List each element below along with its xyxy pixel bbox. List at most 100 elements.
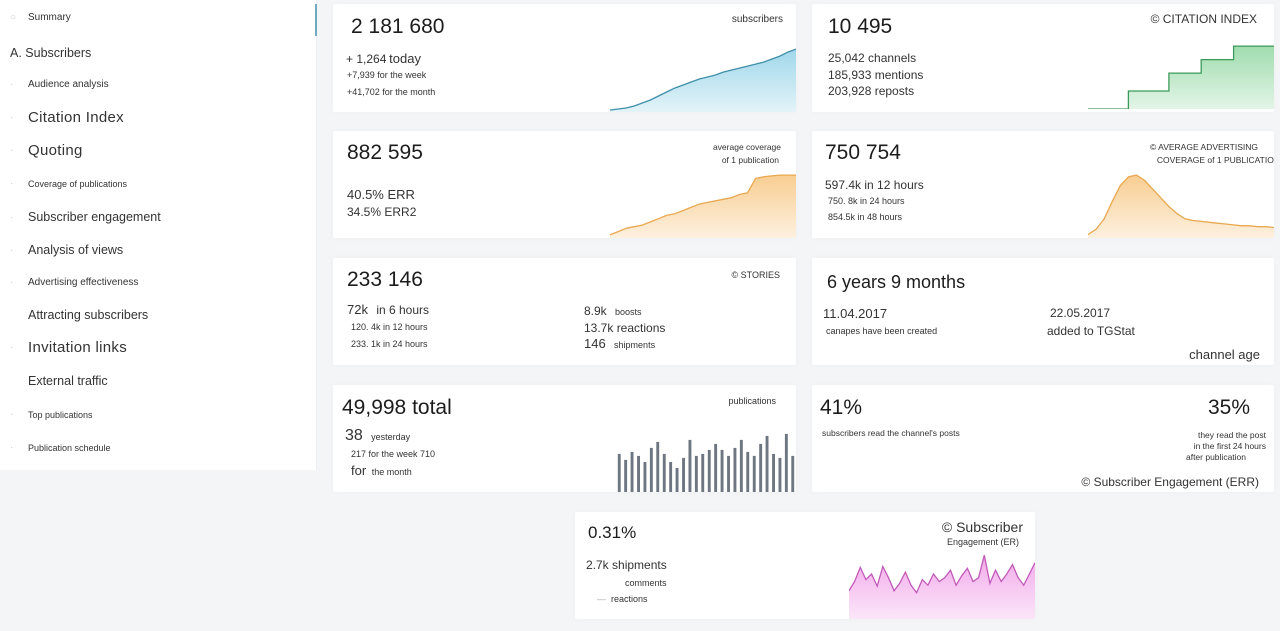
bullet-icon: ·	[10, 211, 14, 223]
err-card[interactable]: 41% subscribers read the channel's posts…	[812, 385, 1274, 492]
err-subtitle: subscribers read the channel's posts	[822, 428, 960, 438]
sidebar-item-top-publications[interactable]: · Top publications	[10, 409, 93, 420]
coverage-err2: 34.5% ERR2	[347, 205, 417, 219]
stories-title: © STORIES	[731, 270, 780, 280]
err-desc-3: after publication	[1185, 452, 1246, 462]
sidebar-item-attracting-subscribers[interactable]: Attracting subscribers	[10, 308, 148, 322]
sidebar-item-label: Coverage of publications	[28, 178, 128, 189]
sidebar-item-label: A. Subscribers	[10, 46, 92, 60]
sidebar: ○ Summary A. Subscribers · Audience analys…	[0, 0, 317, 470]
publications-bar-chart	[617, 433, 795, 492]
citation-card[interactable]: 10 495 © CITATION INDEX 25,042 channels …	[812, 4, 1274, 112]
bar	[694, 455, 698, 492]
publications-month: for	[351, 463, 367, 478]
bar	[617, 453, 621, 492]
channel-age-value: 6 years 9 months	[827, 272, 966, 292]
stories-boosts: 8.9k	[584, 304, 607, 318]
sidebar-item-invitation-links[interactable]: · Invitation links	[10, 339, 127, 356]
ad-coverage-sparkline	[1088, 174, 1274, 238]
publications-month-label: the month	[371, 467, 412, 477]
bullet-icon: ·	[10, 145, 14, 156]
subscribers-today-label: today	[389, 51, 421, 66]
bullet-icon: ·	[10, 244, 14, 256]
bar	[662, 453, 666, 492]
sidebar-item-subscriber-engagement[interactable]: · Subscriber engagement	[10, 210, 161, 224]
sidebar-item-label: External traffic	[28, 374, 108, 388]
series-line	[1088, 174, 1274, 236]
stories-24h: 233. 1k in 24 hours	[351, 339, 428, 349]
stories-6h-label: in 6 hours	[376, 303, 430, 317]
err-value-24h: 35%	[1207, 396, 1250, 419]
coverage-value: 882 595	[347, 141, 423, 164]
bullet-icon: ·	[10, 409, 14, 420]
bar	[682, 457, 685, 492]
sidebar-item-coverage[interactable]: · Coverage of publications	[10, 178, 127, 189]
channel-age-card[interactable]: 6 years 9 months 11.04.2017 canapes have…	[812, 258, 1274, 365]
err-desc-1: they read the post	[1197, 430, 1266, 440]
er-sparkline	[849, 555, 1035, 619]
stories-12h: 120. 4k in 12 hours	[351, 322, 428, 332]
stories-reactions: 13.7k reactions	[584, 321, 666, 335]
er-comments: comments	[625, 578, 667, 588]
sidebar-item-label: Audience analysis	[28, 79, 109, 90]
publications-card[interactable]: 49,998 total publications 38 yesterday 2…	[333, 385, 796, 492]
bullet-icon: ·	[10, 342, 14, 353]
area-fill	[1088, 46, 1274, 109]
bar	[688, 439, 692, 492]
coverage-sparkline	[610, 174, 796, 238]
bar	[752, 455, 756, 492]
channel-age-caption: channel age	[1189, 347, 1260, 362]
er-card[interactable]: 0.31% 2.7k shipments comments — reaction…	[575, 512, 1035, 619]
er-value: 0.31%	[588, 523, 637, 542]
subscribers-sparkline	[610, 48, 796, 112]
sidebar-item-audience-analysis[interactable]: · Audience analysis	[10, 79, 109, 90]
subscribers-card[interactable]: 2 181 680 subscribers + 1,264 today +7,9…	[333, 4, 796, 112]
stories-card[interactable]: 233 146 © STORIES 72k in 6 hours 120. 4k…	[333, 258, 796, 365]
series-line	[610, 48, 796, 111]
channel-created-date: 11.04.2017	[823, 306, 888, 321]
bar	[778, 457, 782, 492]
bar	[656, 441, 660, 492]
sidebar-item-label: Summary	[28, 12, 71, 23]
coverage-card[interactable]: 882 595 average coverage of 1 publicatio…	[333, 131, 796, 238]
sidebar-item-advertising-effectiveness[interactable]: · Advertising effectiveness	[10, 277, 138, 288]
bullet-icon: ○	[10, 12, 17, 23]
bullet-icon: ·	[10, 178, 14, 189]
subscribers-week: +7,939 for the week	[347, 70, 427, 80]
stories-6h: 72k	[347, 302, 368, 317]
sidebar-item-subscribers[interactable]: A. Subscribers	[10, 46, 91, 60]
bar	[746, 451, 750, 492]
ad-coverage-24h: 750. 8k in 24 hours	[828, 196, 905, 206]
sidebar-item-publication-schedule[interactable]: · Publication schedule	[10, 442, 111, 453]
sidebar-item-external-traffic[interactable]: External traffic	[10, 374, 108, 388]
sidebar-item-label: Citation Index	[28, 109, 124, 126]
sidebar-item-label: Attracting subscribers	[28, 308, 149, 322]
publications-value: 49,998 total	[342, 396, 452, 419]
bullet-icon: ·	[10, 442, 14, 453]
ad-coverage-48h: 854.5k in 48 hours	[828, 212, 903, 222]
sidebar-item-summary[interactable]: ○ Summary	[10, 12, 71, 23]
bar	[765, 435, 769, 492]
ad-coverage-title-2: COVERAGE of 1 PUBLICATION	[1156, 155, 1274, 165]
subscribers-value: 2 181 680	[351, 15, 445, 38]
ad-coverage-title-1: © AVERAGE ADVERTISING	[1150, 142, 1258, 152]
bar	[772, 453, 775, 492]
publications-week: 217 for the week 710	[351, 449, 436, 459]
subscribers-title: subscribers	[731, 14, 783, 25]
err-caption: © Subscriber Engagement (ERR)	[1081, 475, 1259, 489]
sidebar-item-analysis-of-views[interactable]: · Analysis of views	[10, 243, 123, 257]
publications-yesterday-label: yesterday	[371, 432, 411, 442]
channel-created-label: canapes have been created	[826, 326, 938, 336]
ad-coverage-card[interactable]: 750 754 © AVERAGE ADVERTISING COVERAGE o…	[812, 131, 1274, 238]
coverage-title-1: average coverage	[712, 142, 781, 152]
bar	[643, 462, 647, 492]
sidebar-item-citation-index[interactable]: · Citation Index	[10, 109, 124, 126]
bar	[784, 433, 788, 492]
sidebar-item-quoting[interactable]: · Quoting	[10, 142, 83, 159]
stories-shipments: 146	[584, 336, 606, 351]
area-fill	[1088, 175, 1274, 238]
area-fill	[610, 175, 796, 238]
bar	[739, 439, 743, 492]
bar	[637, 455, 640, 492]
ad-coverage-value: 750 754	[825, 141, 901, 164]
